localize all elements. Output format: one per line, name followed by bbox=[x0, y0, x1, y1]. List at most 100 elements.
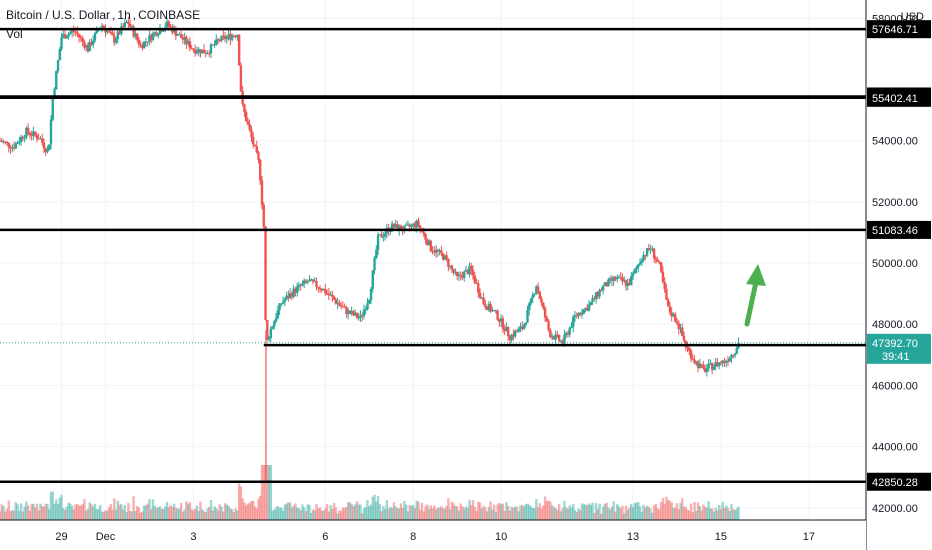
volume-bar bbox=[703, 506, 707, 520]
volume-bar bbox=[99, 504, 102, 520]
time-axis[interactable]: 29 Dec 3 6 8 10 13 15 17 bbox=[55, 531, 815, 543]
volume-bar bbox=[433, 505, 436, 520]
candle-body bbox=[626, 282, 629, 286]
volume-bar bbox=[730, 504, 733, 520]
volume-bar bbox=[515, 506, 519, 520]
volume-bar bbox=[376, 495, 380, 520]
volume-bar bbox=[79, 505, 83, 520]
candle-body bbox=[619, 277, 622, 279]
volume-bar bbox=[357, 504, 360, 520]
candle-body bbox=[733, 353, 737, 356]
volume-bar bbox=[477, 501, 480, 520]
volume-bars bbox=[0, 465, 740, 520]
volume-bar bbox=[220, 506, 223, 520]
candle-body bbox=[158, 29, 162, 35]
volume-bar bbox=[25, 501, 28, 520]
candle-body bbox=[542, 302, 545, 309]
volume-bar bbox=[612, 501, 615, 520]
volume-bar bbox=[65, 506, 69, 520]
interval-label[interactable]: 1h bbox=[117, 8, 131, 22]
candle-body bbox=[353, 312, 357, 316]
candle-body bbox=[413, 223, 417, 228]
candle-body bbox=[640, 260, 644, 263]
candle-body bbox=[496, 310, 499, 321]
volume-bar bbox=[540, 508, 543, 520]
volume-bar bbox=[267, 465, 271, 520]
volume-bar bbox=[102, 511, 105, 520]
volume-bar bbox=[127, 502, 130, 520]
volume-bar bbox=[656, 508, 659, 520]
volume-bar bbox=[557, 504, 561, 520]
candle-body bbox=[222, 35, 225, 37]
candle-body bbox=[615, 277, 619, 280]
volume-bar bbox=[162, 508, 165, 520]
volume-bar bbox=[447, 498, 450, 520]
candle-body bbox=[114, 39, 118, 43]
volume-bar bbox=[508, 510, 512, 520]
time-tick-label: 3 bbox=[190, 531, 196, 543]
candle-body bbox=[668, 306, 672, 313]
volume-bar bbox=[586, 505, 589, 520]
volume-bar bbox=[90, 504, 93, 520]
candle-body bbox=[345, 306, 348, 315]
volume-bar bbox=[128, 510, 132, 520]
candle-body bbox=[41, 138, 44, 143]
volume-bar bbox=[452, 503, 455, 520]
volume-bar bbox=[158, 506, 162, 520]
volume-bar bbox=[62, 508, 65, 520]
price-axis[interactable]: 58000.0054000.0052000.0050000.0048000.00… bbox=[872, 13, 918, 514]
volume-bar bbox=[114, 509, 118, 520]
candle-body bbox=[202, 49, 206, 54]
level-label: 51083.46 bbox=[872, 225, 918, 237]
candle-body bbox=[346, 310, 350, 315]
volume-bar bbox=[352, 506, 355, 520]
candle-body bbox=[48, 144, 51, 151]
volume-bar bbox=[252, 500, 255, 520]
candle-body bbox=[564, 333, 568, 336]
candle-body bbox=[338, 302, 341, 306]
volume-bar bbox=[554, 507, 557, 520]
candle-body bbox=[162, 29, 165, 32]
candle-body bbox=[431, 250, 434, 252]
volume-bar bbox=[273, 509, 276, 520]
candle-body bbox=[125, 21, 128, 23]
candle-body bbox=[285, 295, 288, 300]
volume-bar bbox=[383, 508, 387, 520]
volume-bar bbox=[329, 504, 332, 520]
candle-body bbox=[556, 334, 559, 336]
volume-bar bbox=[208, 506, 211, 520]
candle-body bbox=[287, 295, 290, 299]
volume-bar bbox=[566, 509, 570, 520]
candle-body bbox=[146, 41, 149, 43]
volume-bar bbox=[37, 510, 40, 520]
candle-body bbox=[566, 333, 570, 335]
volume-bar bbox=[489, 501, 492, 520]
candle-body bbox=[30, 135, 33, 137]
candle-body bbox=[55, 71, 58, 90]
candle-body bbox=[252, 137, 255, 145]
candle-body bbox=[130, 26, 134, 28]
volume-bar bbox=[733, 510, 737, 520]
candle-body bbox=[201, 49, 204, 54]
candle-body bbox=[463, 271, 466, 278]
candle-body bbox=[225, 36, 229, 40]
candle-body bbox=[292, 288, 295, 297]
candle-body bbox=[84, 45, 88, 48]
symbol-name[interactable]: Bitcoin / U.S. Dollar bbox=[6, 8, 111, 22]
candle-body bbox=[39, 138, 42, 140]
candle-body bbox=[193, 49, 197, 54]
candle-body bbox=[557, 335, 561, 341]
candle-body bbox=[215, 39, 218, 45]
candle-body bbox=[696, 361, 700, 368]
volume-legend[interactable]: Vol bbox=[6, 27, 23, 41]
candle-body bbox=[512, 334, 515, 337]
volume-bar bbox=[359, 504, 362, 520]
volume-bar bbox=[250, 500, 253, 520]
candle-body bbox=[461, 276, 464, 278]
volume-bar bbox=[302, 507, 306, 520]
volume-bar bbox=[248, 502, 251, 520]
volume-bar bbox=[654, 504, 658, 520]
candle-body bbox=[608, 278, 612, 280]
candle-body bbox=[69, 32, 72, 34]
